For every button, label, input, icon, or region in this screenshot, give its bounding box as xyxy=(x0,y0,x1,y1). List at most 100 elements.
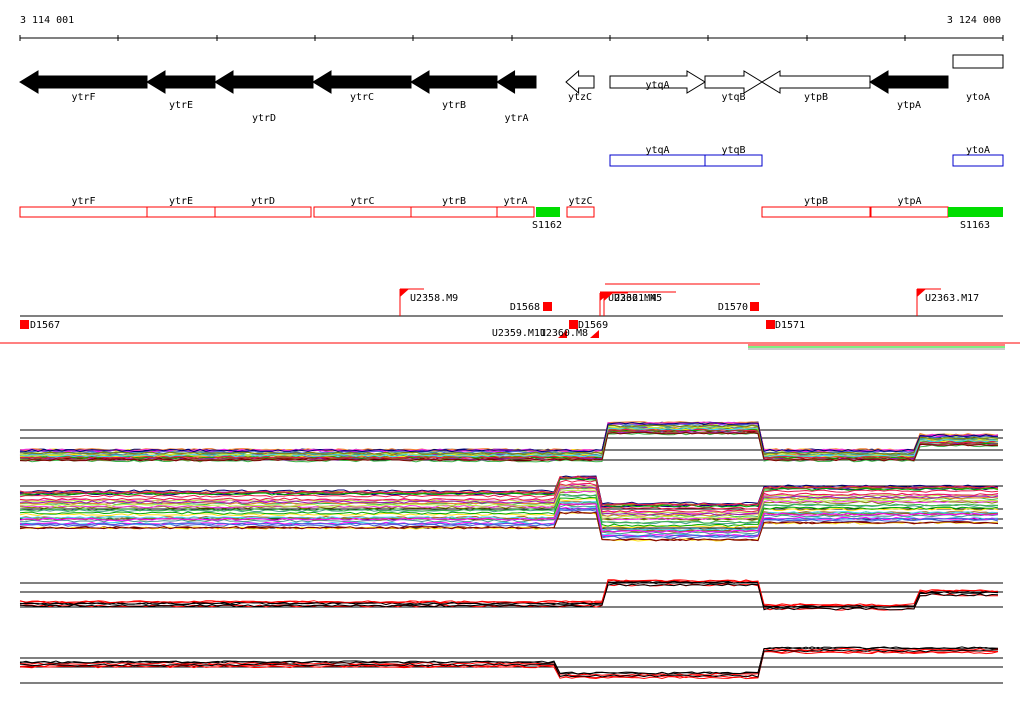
profile-panel-1 xyxy=(19,421,1003,463)
red-box-ytpA xyxy=(870,206,949,218)
profile-curve xyxy=(19,510,999,542)
end-coordinate: 3 124 000 xyxy=(947,15,1001,26)
segment-label-D1567: D1567 xyxy=(30,320,60,331)
segment-track: U2358.M9 D1568 D1567 U2359.M11U2360.M8D1569… xyxy=(0,283,1020,350)
blue-feature-track: ytqA ytqB ytoA xyxy=(609,145,1004,167)
gene-arrow-ytrF xyxy=(19,70,148,94)
red-box-ytrA xyxy=(496,206,535,218)
profile-curve xyxy=(19,509,999,539)
profile-curve xyxy=(19,482,999,513)
red-box-label-ytrF: ytrF xyxy=(71,196,95,207)
gene-label-ytrE: ytrE xyxy=(169,100,193,111)
blue-box-label-ytqB: ytqB xyxy=(721,145,745,156)
gene-arrow-ytpB xyxy=(761,70,871,94)
segment-label-D1569: D1569 xyxy=(578,320,608,331)
profile-curve xyxy=(19,489,999,521)
profile-curve xyxy=(19,493,999,524)
red-box-label-ytrE: ytrE xyxy=(169,196,193,207)
gene-arrow-ytrC xyxy=(312,70,412,94)
profile-curve xyxy=(19,428,999,459)
segment-marker-U2359.M11 xyxy=(558,330,567,338)
segment-marker-D1570 xyxy=(750,302,759,311)
profile-curve xyxy=(19,649,999,678)
profile-curve xyxy=(19,583,999,611)
segment-label-U2361.M5: U2361.M5 xyxy=(614,293,662,304)
gene-arrow-ytrB xyxy=(410,70,498,94)
start-coordinate: 3 114 001 xyxy=(20,15,74,26)
segment-label-D1571: D1571 xyxy=(775,320,805,331)
gene-label-ytrD: ytrD xyxy=(252,113,276,124)
profile-curve xyxy=(19,504,999,535)
profile-panel-4 xyxy=(19,646,1003,684)
red-box-label-ytrD: ytrD xyxy=(251,196,275,207)
gene-label-ytpB: ytpB xyxy=(804,92,828,103)
gene-arrow-ytrA xyxy=(496,70,537,94)
red-box-label-ytrB: ytrB xyxy=(442,196,466,207)
red-box-label-ytrC: ytrC xyxy=(350,196,374,207)
gene-arrow-ytrE xyxy=(146,70,216,94)
red-box-label-ytzC: ytzC xyxy=(568,196,592,207)
profile-curve xyxy=(19,511,999,542)
profile-curve xyxy=(19,475,999,506)
blue-box-ytqA xyxy=(609,154,706,167)
segment-label-D1568: D1568 xyxy=(510,302,540,313)
red-feature-track: ytrF ytrE ytrD ytrC ytrB ytrA ytzC ytpB ytpA S116… xyxy=(19,196,1003,231)
red-box-ytpB xyxy=(761,206,871,218)
ruler-ticks xyxy=(19,35,1004,41)
segment-label-U2360.M8: U2360.M8 xyxy=(540,328,588,339)
profile-curve xyxy=(20,489,999,519)
gene-label-ytoA: ytoA xyxy=(966,92,990,103)
blue-box-ytoA xyxy=(952,154,1004,167)
segment-marker-D1569 xyxy=(569,320,578,329)
gene-arrow-ytrD xyxy=(214,70,314,94)
segment-marker-U2363.M17 xyxy=(917,289,926,297)
segment-marker-U2358.M9 xyxy=(400,289,409,297)
red-box-ytrC xyxy=(313,206,412,218)
red-box-label-ytrA: ytrA xyxy=(503,196,527,207)
profile-curve xyxy=(19,479,999,510)
segment-label-D1570: D1570 xyxy=(718,302,748,313)
red-box-ytzC xyxy=(566,206,595,218)
red-box-label-ytpA: ytpA xyxy=(897,196,921,207)
segment-marker-U2361.M5 xyxy=(604,293,613,301)
profile-panel-3 xyxy=(19,579,1003,611)
profile-curve xyxy=(19,503,999,533)
profile-curve xyxy=(19,422,999,453)
profile-curve xyxy=(19,427,999,458)
segment-label-U2359.M11: U2359.M11 xyxy=(492,328,546,339)
gene-label-ytrB: ytrB xyxy=(442,100,466,111)
expression-profiles xyxy=(19,421,1003,684)
gene-label-ytqB: ytqB xyxy=(721,92,745,103)
red-box-ytrB xyxy=(410,206,498,218)
gene-label-ytrC: ytrC xyxy=(350,92,374,103)
red-box-label-ytpB: ytpB xyxy=(804,196,828,207)
blue-box-label-ytoA: ytoA xyxy=(966,145,990,156)
segment-marker-D1571 xyxy=(766,320,775,329)
gene-arrow-ytqA xyxy=(609,70,706,94)
gene-arrow-ytpA xyxy=(869,70,949,94)
gene-label-ytrA: ytrA xyxy=(504,113,528,124)
segment-label-U2358.M9: U2358.M9 xyxy=(410,293,458,304)
segment-label-U2363.M17: U2363.M17 xyxy=(925,293,979,304)
profile-curve xyxy=(19,511,999,542)
profile-curve xyxy=(19,431,999,462)
gene-label-ytpA: ytpA xyxy=(897,100,921,111)
coordinate-ruler: 3 114 001 3 124 000 xyxy=(19,15,1004,41)
gene-arrow-ytoA xyxy=(952,54,1004,69)
green-feature-S1163 xyxy=(948,207,1003,217)
profile-curve xyxy=(19,421,999,452)
segment-marker-D1568 xyxy=(543,302,552,311)
profile-curve xyxy=(19,424,999,455)
segment-marker-D1567 xyxy=(20,320,29,329)
red-box-ytrD xyxy=(214,206,312,218)
gene-arrow-ytqB xyxy=(704,70,763,94)
profile-curve xyxy=(19,421,999,452)
segment-marker-U2360.M8 xyxy=(590,330,599,338)
gene-label-ytzC: ytzC xyxy=(568,92,592,103)
profile-curve xyxy=(19,423,999,454)
profile-curve xyxy=(19,422,999,453)
green-feature-label-S1163: S1163 xyxy=(960,220,990,231)
profile-curve xyxy=(19,579,999,607)
profile-panel-2 xyxy=(19,475,1003,542)
